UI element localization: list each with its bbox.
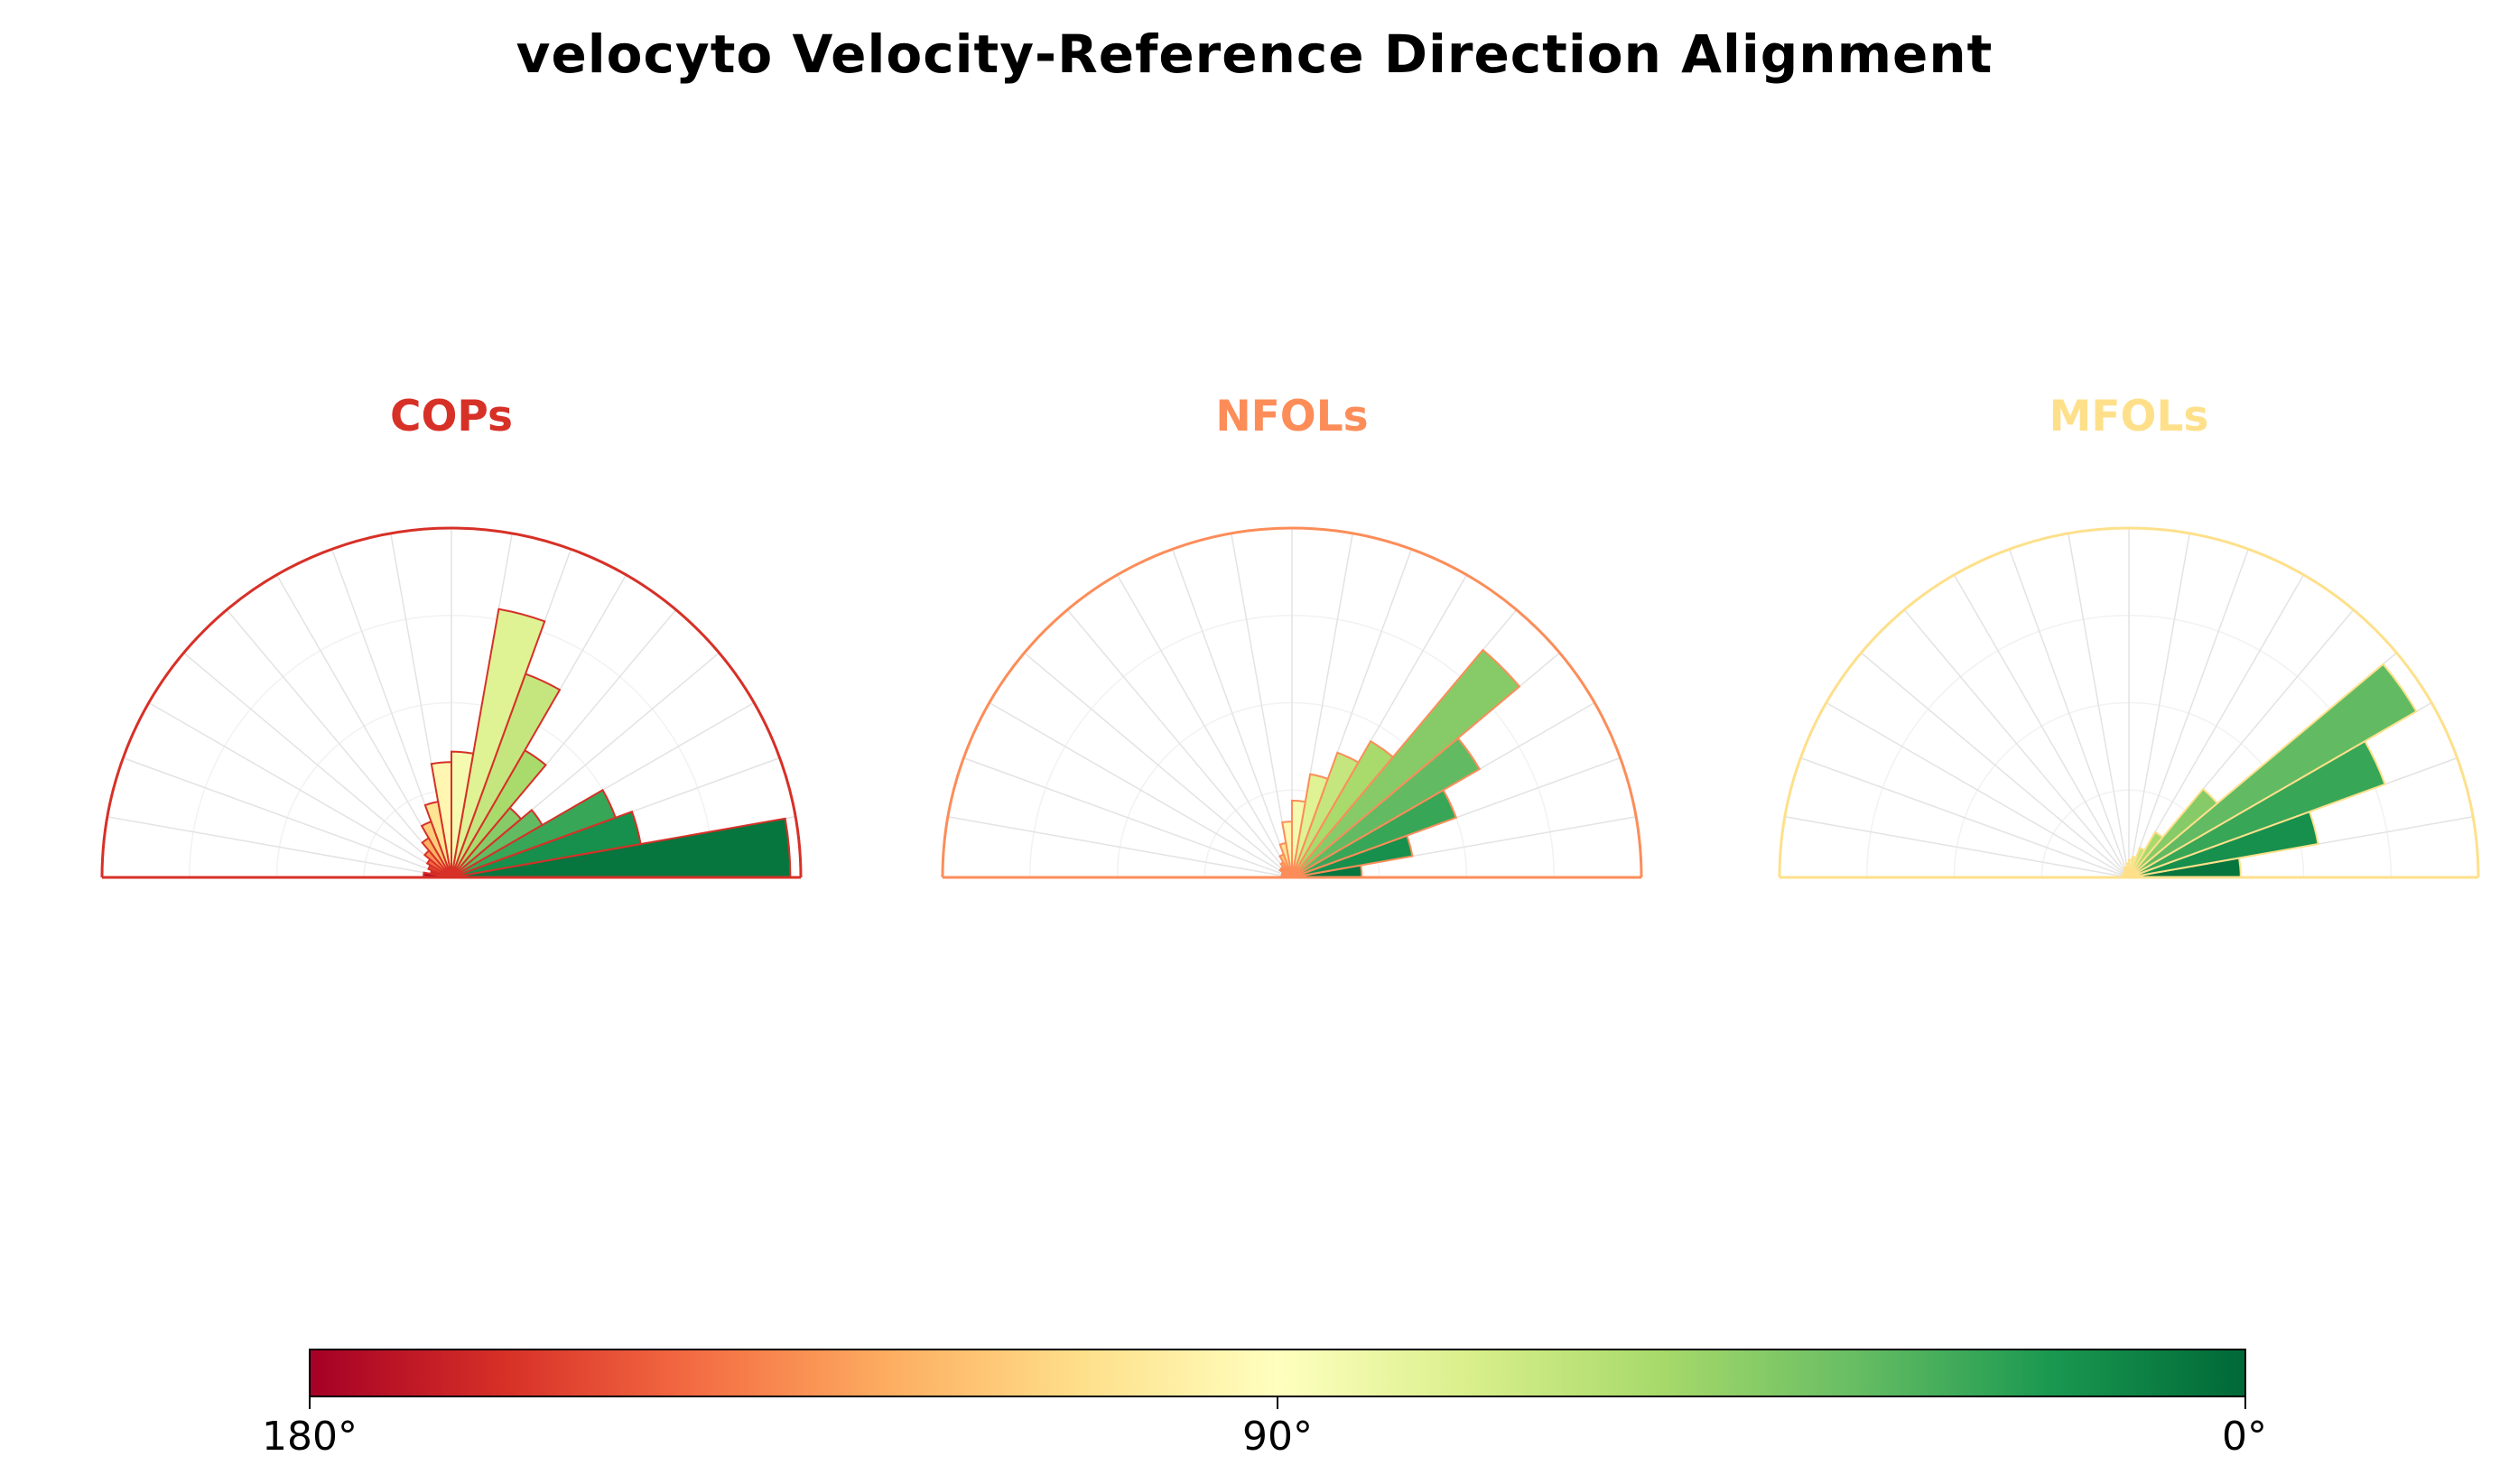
grid-spoke	[1861, 652, 2130, 878]
histogram-bar	[1291, 751, 1360, 878]
chart-cops	[100, 526, 803, 879]
subplot-title-nfols: NFOLs	[1215, 392, 1369, 441]
grid-spoke	[123, 756, 452, 878]
histogram-bar	[427, 864, 452, 878]
grid-spoke	[1116, 574, 1293, 878]
histogram-bar	[2128, 846, 2146, 878]
grid-spoke	[1024, 652, 1293, 878]
grid-spoke	[183, 652, 452, 878]
histogram-bar	[451, 808, 544, 878]
histogram-bar	[2128, 663, 2418, 878]
histogram-bar	[1291, 799, 1306, 878]
chart-mfols	[1778, 526, 2480, 879]
colorbar	[309, 1349, 2246, 1397]
grid-spoke	[2128, 533, 2190, 878]
colorbar-label-180: 180°	[262, 1414, 358, 1460]
chart-nfols	[941, 526, 1643, 879]
histogram-bar	[1291, 773, 1329, 878]
grid-spoke	[107, 816, 452, 878]
histogram-bar	[451, 608, 546, 878]
polar-outline-arc	[1778, 526, 2480, 878]
colorbar-label-0: 0°	[2222, 1414, 2267, 1460]
subplot-title-mfols: MFOLs	[2049, 392, 2209, 441]
grid-spoke	[1066, 609, 1293, 878]
grid-spoke	[947, 816, 1293, 878]
histogram-bar	[451, 788, 618, 878]
grid-spoke	[226, 609, 452, 878]
grid-spoke	[989, 701, 1293, 878]
grid-spoke	[1171, 549, 1293, 878]
grid-spoke	[1784, 816, 2130, 878]
histogram-bar	[2128, 739, 2386, 878]
grid-spoke	[2128, 549, 2250, 878]
histogram-bar	[1291, 739, 1395, 878]
grid-spoke	[963, 756, 1293, 878]
figure-title: velocyto Velocity-Reference Direction Al…	[516, 23, 1993, 85]
colorbar-tick-0	[2244, 1397, 2246, 1409]
subplot-title-cops: COPs	[389, 392, 514, 441]
colorbar-tick-90	[1277, 1397, 1278, 1409]
grid-spoke	[1800, 756, 2130, 878]
histogram-bar	[451, 750, 475, 878]
histogram-bar	[2128, 830, 2164, 878]
grid-spoke	[1953, 574, 2130, 878]
colorbar-label-90: 90°	[1242, 1414, 1313, 1460]
grid-spoke	[2068, 533, 2130, 878]
grid-spoke	[1903, 609, 2130, 878]
grid-spoke	[1826, 701, 2130, 878]
polar-outline-arc	[941, 526, 1643, 878]
grid-spoke	[2008, 549, 2130, 878]
grid-spoke	[1231, 533, 1293, 878]
grid-spoke	[148, 701, 452, 878]
polar-outline-arc	[100, 526, 803, 878]
histogram-bar	[2128, 787, 2219, 878]
grid-spoke	[2128, 574, 2305, 878]
histogram-bar	[1291, 648, 1521, 878]
colorbar-tick-180	[309, 1397, 311, 1409]
